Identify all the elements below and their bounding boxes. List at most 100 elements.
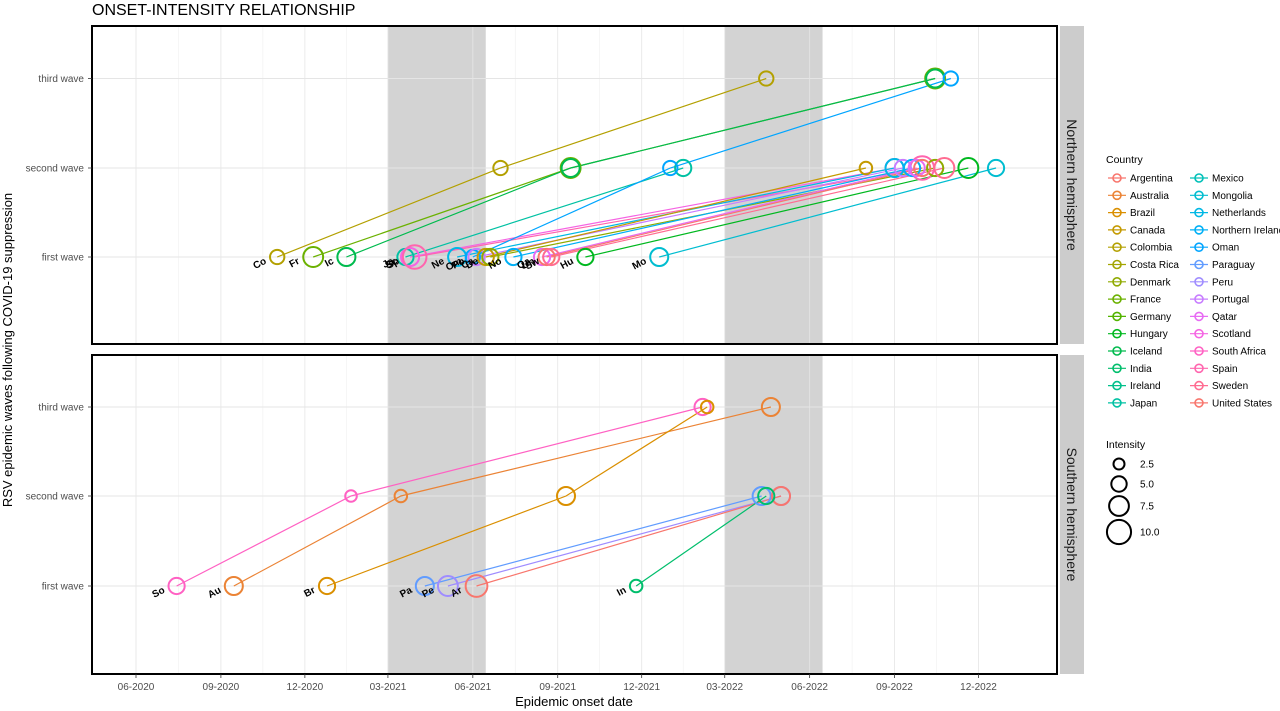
point-label: Br [302, 585, 317, 600]
series-line-Au [233, 406, 772, 587]
legend-key-point [1112, 276, 1122, 287]
point-label: Pe [420, 585, 436, 601]
size-legend-circle [1105, 518, 1133, 546]
legend-label: Denmark [1130, 277, 1172, 288]
series-line-Sw [551, 167, 945, 258]
data-point-Un [913, 158, 932, 178]
legend-key-point [1112, 173, 1122, 183]
legend-key-point [1112, 294, 1122, 304]
series-line-Sc [409, 167, 895, 258]
series-line-So [176, 406, 703, 587]
legend-key-point [1194, 311, 1204, 322]
series-line-No [513, 167, 913, 258]
series-line-Mo [659, 167, 997, 258]
point-label: De [464, 256, 481, 272]
legend-key-point [1194, 242, 1204, 252]
data-point-So [344, 489, 358, 503]
x-axis: 06-2020 09-2020 12-2020 03-2021 06-2021 09-20… [118, 674, 997, 693]
series-line-Ic [346, 77, 936, 258]
series-line-Pe [447, 495, 782, 587]
shaded-period [724, 26, 823, 344]
data-point-Ja [674, 158, 693, 178]
shaded-period [387, 26, 486, 344]
x-tick-label: 09-2021 [539, 682, 576, 693]
legend-label: Japan [1130, 398, 1157, 409]
data-point-Ca [858, 160, 874, 176]
y-tick-label: second wave [26, 492, 85, 503]
legend-label: Iceland [1130, 347, 1162, 358]
x-axis-title: Epidemic onset date [515, 694, 633, 709]
data-point-Pa [414, 575, 435, 597]
point-label: Ca [460, 256, 477, 272]
x-tick-label: 03-2021 [370, 682, 407, 693]
legend-label: Ireland [1130, 381, 1161, 392]
point-label: Sp [385, 256, 401, 272]
legend-label: Mexico [1212, 174, 1244, 185]
data-point-In [757, 486, 776, 506]
size-legend-title: Intensity [1106, 439, 1146, 451]
legend-label: Brazil [1130, 208, 1155, 219]
x-tick-label: 12-2020 [287, 682, 324, 693]
legend-label: United States [1212, 398, 1272, 409]
x-tick-label: 06-2022 [791, 682, 828, 693]
legend-label: Spain [1212, 364, 1238, 375]
y-tick-label: second wave [26, 164, 85, 175]
point-label: Ja [381, 256, 396, 271]
x-tick-label: 09-2020 [203, 682, 240, 693]
legend-label: France [1130, 295, 1162, 306]
data-point-Sw [542, 247, 561, 267]
x-tick-label: 06-2021 [454, 682, 491, 693]
legend-label: Qatar [1212, 312, 1238, 323]
legend-key-point [1112, 259, 1122, 270]
legend-label: Peru [1212, 277, 1233, 288]
shaded-period [387, 355, 486, 674]
legend-key-point [1194, 346, 1204, 356]
series-line-Pa [424, 495, 762, 587]
data-point-So [167, 576, 186, 596]
data-point-No [902, 158, 922, 178]
size-legend-circle [1110, 475, 1128, 493]
legend-key-point [1112, 242, 1122, 252]
series-line-Sp [414, 167, 923, 258]
data-point-Ar [771, 485, 792, 507]
legend-key-point [1194, 276, 1204, 287]
x-tick-label: 06-2020 [118, 682, 155, 693]
data-point-Hu [957, 157, 980, 179]
legend-label: Hungary [1130, 329, 1168, 340]
x-tick-label: 03-2022 [706, 682, 743, 693]
legend-label: India [1130, 364, 1152, 375]
series-line-Co [276, 77, 767, 258]
data-point-Ic [560, 157, 581, 179]
data-point-Om [662, 159, 679, 177]
series-line-Ca [485, 167, 867, 258]
size-legend-circle [1112, 457, 1126, 471]
data-point-Po [467, 247, 486, 267]
legend-key-point [1112, 328, 1122, 339]
series-line-Ar [476, 495, 782, 587]
legend-label: Netherlands [1212, 208, 1266, 219]
legend-label: Germany [1130, 312, 1171, 323]
legend-key-point [1112, 190, 1122, 201]
size-legend-label: 5.0 [1140, 480, 1154, 491]
data-point-Co [758, 70, 775, 87]
legend-label: Colombia [1130, 243, 1173, 254]
data-point-Hu [576, 247, 595, 267]
data-point-De [926, 158, 945, 178]
data-point-Po [893, 158, 912, 178]
legend-label: South Africa [1212, 347, 1266, 358]
legend-key-point [1112, 346, 1122, 356]
legend-label: Oman [1212, 243, 1239, 254]
legend-key-point [1112, 398, 1122, 408]
chart-title: ONSET-INTENSITY RELATIONSHIP [92, 2, 355, 19]
x-tick-label: 09-2022 [876, 682, 913, 693]
data-point-Au [760, 396, 781, 418]
data-point-Pe [436, 575, 459, 597]
data-point-Qa [532, 247, 552, 267]
y-tick-label: third wave [38, 403, 84, 414]
legend-label: Sweden [1212, 381, 1248, 392]
data-point-Fr [302, 246, 325, 268]
legend-label: Scotland [1212, 329, 1251, 340]
